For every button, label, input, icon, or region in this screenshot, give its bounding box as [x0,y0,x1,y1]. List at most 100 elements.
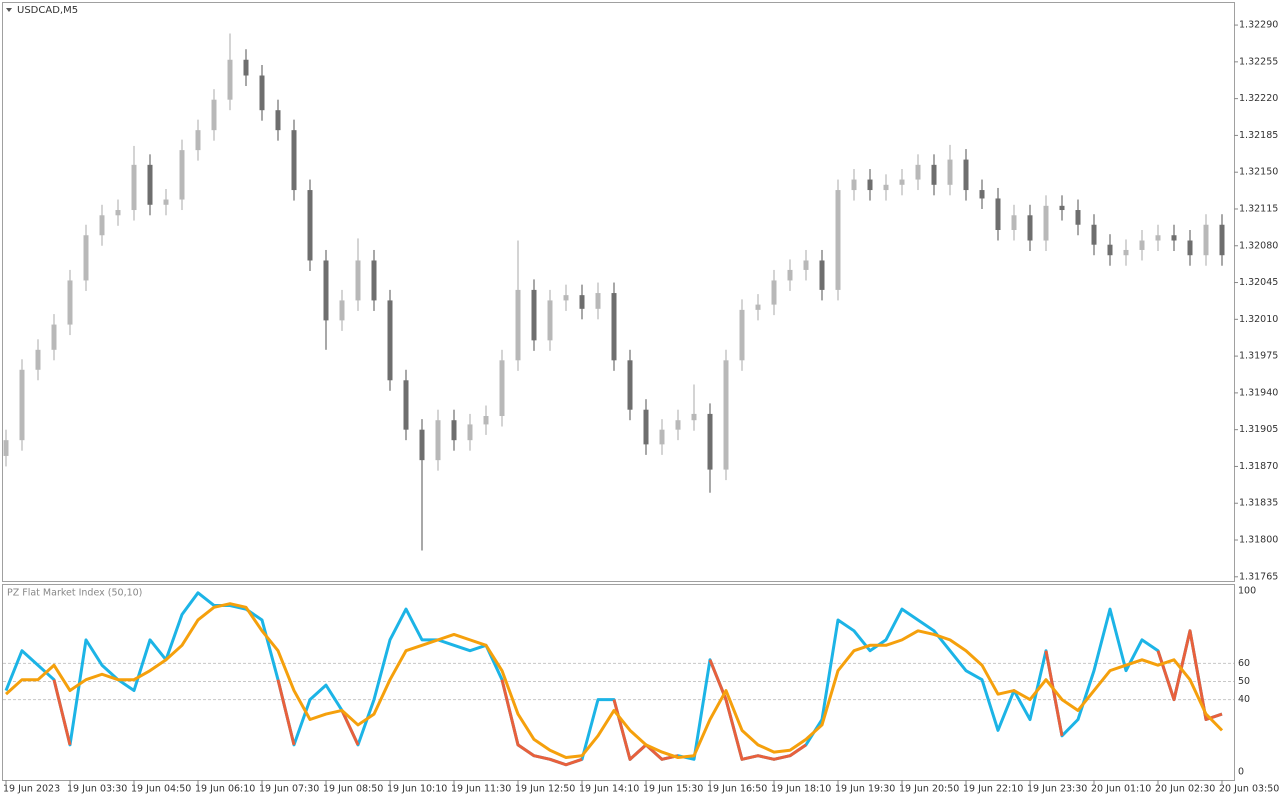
y-tick-label: 1.31800 [1239,535,1278,546]
x-tick-label: 20 Jun 01:10 [1091,784,1151,795]
x-tick-label: 19 Jun 16:50 [707,784,767,795]
y-tick-label: 1.31940 [1239,387,1278,398]
candle-body [755,304,761,310]
x-tick-label: 19 Jun 23:30 [1027,784,1087,795]
candle-body [99,215,105,236]
candle-body [307,190,313,261]
candle-body [707,413,713,470]
y-tick-label: 1.31870 [1239,461,1278,472]
candle-body [563,295,569,301]
candle-body [1139,240,1145,250]
candle-body [515,289,521,361]
candle-body [803,260,809,270]
candle-body [531,289,537,341]
y-tick-label: 1.32220 [1239,93,1278,104]
collapse-icon[interactable] [6,8,12,12]
x-tick-label: 20 Jun 02:30 [1155,784,1215,795]
candle-body [979,190,985,199]
x-tick-label: 20 Jun 03:50 [1219,784,1279,795]
candle-body [1123,249,1129,256]
x-tick-label: 19 Jun 04:50 [131,784,191,795]
y-tick-label: 1.31765 [1239,571,1278,582]
candle-body [3,440,9,456]
candle-body [403,380,409,430]
y-tick-label: 1.31975 [1239,351,1278,362]
candle-body [643,409,649,445]
candle-body [115,210,121,216]
candle-body [147,164,153,205]
candle-body [1059,205,1065,211]
candle-body [691,413,697,421]
y-tick-label: 1.31905 [1239,424,1278,435]
candle-body [419,429,425,461]
candle-body [851,179,857,191]
candle-body [771,280,777,305]
candle-body [163,199,169,205]
x-tick-label: 19 Jun 12:50 [515,784,575,795]
candle-body [595,293,601,309]
x-tick-label: 19 Jun 08:50 [323,784,383,795]
candle-body [179,150,185,200]
y-tick-label: 1.32255 [1239,56,1278,67]
candle-body [83,235,89,281]
candle-body [899,179,905,185]
candle-body [467,424,473,441]
candle-body [723,360,729,470]
y-tick-label: 1.32080 [1239,240,1278,251]
candle-body [275,110,281,131]
x-tick-label: 19 Jun 19:30 [835,784,895,795]
candle-body [611,293,617,361]
candle-body [35,349,41,370]
candle-body [323,260,329,321]
candle-body [675,420,681,430]
candle-body [259,75,265,111]
candle-body [931,164,937,185]
x-tick-label: 19 Jun 22:10 [963,784,1023,795]
candle-body [963,159,969,191]
candle-body [995,198,1001,230]
candle-body [227,59,233,100]
candle-body [1187,240,1193,256]
x-tick-label: 19 Jun 11:30 [451,784,511,795]
candle-body [339,300,345,321]
candle-body [1155,235,1161,241]
candle-body [291,130,297,191]
x-tick-label: 19 Jun 2023 [3,784,60,795]
candle-body [51,324,57,350]
candle-body [195,130,201,151]
candle-body [435,420,441,461]
candle-body [243,59,249,76]
candle-body [1171,235,1177,241]
y-tick-label: 0 [1238,767,1244,778]
candle-body [1011,215,1017,230]
candle-body [371,260,377,301]
candle-body [867,179,873,191]
x-tick-label: 19 Jun 15:30 [643,784,703,795]
candle-body [787,269,793,281]
price-panel [2,2,1235,582]
candle-body [451,420,457,441]
candle-body [915,164,921,180]
candle-body [835,190,841,290]
candle-body [131,164,137,211]
x-tick-label: 19 Jun 07:30 [259,784,319,795]
indicator-title: PZ Flat Market Index (50,10) [7,588,142,599]
y-tick-label: 40 [1238,694,1250,705]
candle-body [19,369,25,441]
candle-body [659,429,665,445]
indicator-panel [2,584,1235,781]
y-tick-label: 100 [1238,586,1256,597]
candle-body [355,260,361,301]
candle-body [579,295,585,309]
candle-body [547,300,553,341]
candle-body [387,300,393,381]
y-tick-label: 1.31835 [1239,498,1278,509]
candle-body [627,360,633,410]
candle-body [1075,210,1081,225]
candle-body [1107,244,1113,256]
y-tick-label: 1.32150 [1239,167,1278,178]
y-tick-label: 1.32045 [1239,277,1278,288]
candle-body [211,99,217,131]
